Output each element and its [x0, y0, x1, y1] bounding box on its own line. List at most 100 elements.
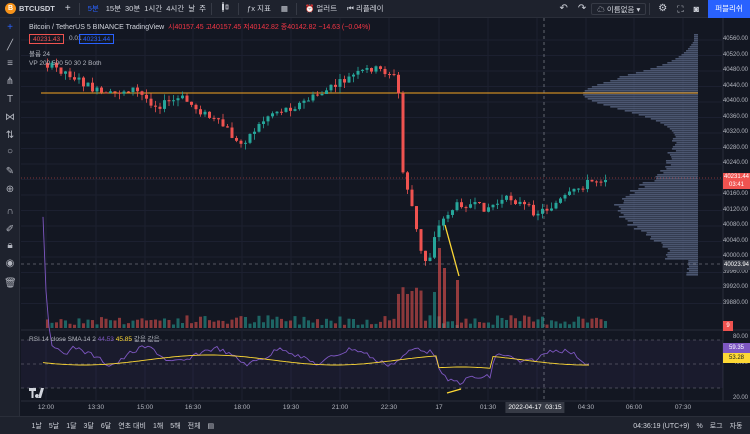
pitchfork-icon[interactable]: ⋔ — [5, 76, 15, 87]
candle-body — [428, 257, 432, 261]
volume-bar — [392, 318, 396, 328]
interval-1h[interactable]: 1시간 — [144, 3, 163, 13]
circle-icon[interactable]: ○ — [6, 146, 14, 157]
candle-body — [451, 210, 454, 215]
add-symbol-icon[interactable]: + — [64, 2, 71, 14]
range-tab[interactable]: 1날 — [31, 422, 42, 430]
crosshair-icon[interactable]: + — [7, 22, 13, 33]
volume-profile-bar — [653, 240, 698, 242]
candle-body — [217, 118, 220, 120]
time-axis-label: 04:30 — [577, 404, 595, 411]
candle-body — [64, 71, 67, 74]
trend-line-icon[interactable]: ╱ — [6, 40, 14, 51]
range-tab[interactable]: 5날 — [48, 422, 60, 430]
brush-icon[interactable]: ✎ — [5, 166, 15, 177]
alert-button[interactable]: ⏰ 얼러트 — [304, 3, 338, 13]
chart-canvas[interactable] — [21, 18, 750, 416]
volume-profile-bar — [646, 234, 698, 236]
calendar-icon[interactable]: ▤ — [207, 422, 215, 430]
candle-body — [410, 189, 414, 207]
volume-bar — [136, 319, 139, 328]
interval-week[interactable]: 주 — [199, 3, 207, 13]
layout-name-button[interactable]: ☁ 이름없음 ▾ — [591, 3, 647, 15]
volume-profile-bar — [591, 86, 698, 88]
interval-30m[interactable]: 30분 — [125, 3, 141, 13]
volume-profile-bar — [675, 58, 698, 60]
volume-bar — [59, 319, 63, 328]
annotation-line — [444, 224, 460, 277]
candles-icon[interactable] — [215, 0, 235, 18]
volume-profile-bar — [665, 166, 698, 168]
range-tab[interactable]: 3달 — [83, 422, 94, 430]
sell-button[interactable]: 40231.43 — [29, 34, 65, 44]
volume-bar — [95, 324, 99, 328]
undo-icon[interactable]: ↶ — [559, 3, 568, 14]
candle-body — [550, 208, 553, 211]
date-range-tabs: 1날 5날 1달 3달 6달 연초 대비 1해 5해 전체 — [0, 421, 204, 431]
publish-button[interactable]: 퍼블리쉬 — [708, 0, 750, 18]
range-tab[interactable]: 6달 — [100, 422, 112, 430]
clock[interactable]: 04:36:19 (UTC+9) — [633, 422, 690, 430]
interval-4h[interactable]: 4시간 — [166, 3, 185, 13]
symbol-search[interactable]: BTCUSDT — [19, 3, 55, 13]
volume-profile-bar — [667, 252, 698, 254]
lock-icon[interactable]: 🔒︎ — [7, 240, 13, 251]
stay-drawing-icon[interactable]: ✐ — [5, 224, 15, 235]
buy-button[interactable]: 40231.44 — [79, 34, 115, 44]
log-toggle[interactable]: 로그 — [709, 423, 723, 430]
volume-profile-bar — [619, 76, 698, 78]
volume-bar — [451, 321, 454, 328]
range-tab[interactable]: 1달 — [66, 422, 77, 430]
eye-icon[interactable]: ◉ — [5, 258, 15, 269]
interval-day[interactable]: 날 — [188, 3, 196, 13]
volume-profile-bar — [627, 224, 698, 226]
redo-icon[interactable]: ↷ — [577, 3, 587, 14]
volume-profile-bar — [692, 42, 698, 44]
time-axis-label: 21:00 — [331, 404, 349, 411]
gear-icon[interactable]: ⚙ — [658, 3, 668, 14]
volume-bar — [275, 316, 279, 328]
text-icon[interactable]: T — [6, 94, 14, 105]
candle-body — [275, 111, 279, 114]
horizontal-lines-icon[interactable]: ≡ — [7, 58, 13, 69]
interval-15m[interactable]: 15분 — [105, 3, 122, 13]
camera-icon[interactable]: ◙ — [693, 4, 699, 14]
percent-toggle[interactable]: % — [696, 422, 703, 430]
volume-legend: 볼륨 24 — [29, 51, 50, 58]
pattern-icon[interactable]: ⋈ — [5, 112, 15, 123]
trash-icon[interactable]: 🗑︎ — [4, 278, 17, 289]
volume-bar — [527, 316, 531, 328]
replay-button[interactable]: ⏮ 리플레이 — [347, 3, 384, 13]
divider — [78, 2, 80, 15]
volume-profile-bar — [639, 184, 698, 186]
auto-toggle[interactable]: 자동 — [729, 423, 743, 430]
magnet-icon[interactable]: ∩ — [6, 206, 14, 217]
volume-bar — [563, 321, 567, 328]
range-tab[interactable]: 1해 — [152, 422, 164, 430]
interval-5m[interactable]: 5분 — [87, 3, 99, 13]
volume-profile-bar — [675, 136, 698, 138]
chart-area[interactable]: Bitcoin / TetherUS 5 BINANCE TradingView… — [21, 18, 750, 416]
volume-profile-bar — [674, 144, 698, 146]
candle-body — [203, 111, 207, 115]
volume-profile-bar — [681, 54, 698, 56]
candle-body — [487, 207, 490, 212]
range-tab[interactable]: 5해 — [170, 422, 181, 430]
range-tab[interactable]: 연초 대비 — [118, 422, 146, 430]
fullscreen-icon[interactable]: ⛶ — [677, 4, 684, 14]
candle-body — [595, 181, 598, 183]
layout-icon[interactable]: ▦ — [280, 3, 288, 13]
volume-bar — [325, 318, 328, 328]
range-tab[interactable]: 전체 — [187, 422, 201, 430]
candle-body — [212, 117, 216, 119]
candle-body — [370, 68, 373, 72]
prediction-icon[interactable]: ⇅ — [5, 130, 15, 141]
volume-bar — [599, 319, 603, 328]
indicators-button[interactable]: ƒx 지표 — [247, 3, 271, 13]
candle-body — [73, 77, 76, 80]
zoom-icon[interactable]: ⊕ — [5, 184, 15, 195]
tradingview-logo-icon — [29, 388, 44, 398]
volume-bar — [257, 315, 261, 328]
volume-bar — [577, 316, 580, 328]
volume-bar — [73, 324, 76, 328]
